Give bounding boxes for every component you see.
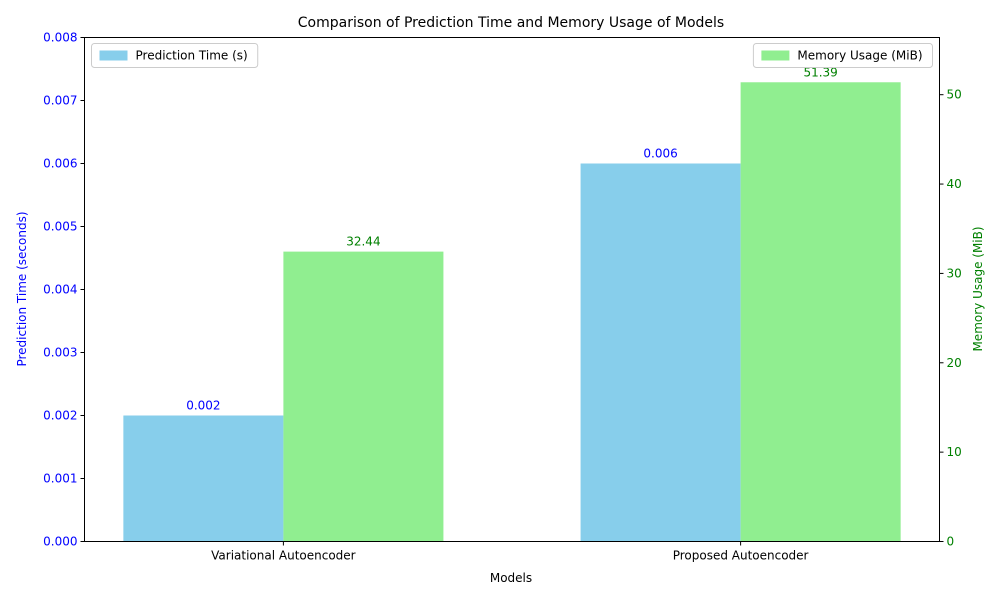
- x-axis: Variational Autoencoder Proposed Autoenco…: [211, 541, 809, 563]
- y-right-tick-label: 0: [947, 535, 955, 549]
- bar-prediction-time: [123, 415, 284, 542]
- y-left-tick-label: 0.002: [43, 409, 77, 423]
- y-left-tick-label: 0.003: [43, 346, 77, 360]
- bar-memory-usage: [740, 82, 901, 542]
- y-left-tick-label: 0.001: [43, 472, 77, 486]
- legend-prediction-time: Prediction Time (s): [91, 43, 259, 68]
- y-left-tick-label: 0.000: [43, 535, 77, 549]
- bar-prediction-time: [580, 163, 741, 542]
- legend-label: Prediction Time (s): [136, 49, 248, 63]
- legend-swatch: [99, 50, 128, 61]
- x-axis-title: Models: [490, 571, 532, 585]
- y-left-tick-label: 0.006: [43, 157, 77, 171]
- legend-memory-usage: Memory Usage (MiB): [752, 43, 933, 68]
- y-right-tick-label: 40: [947, 177, 962, 191]
- legend-label: Memory Usage (MiB): [797, 49, 922, 63]
- x-tick-label: Variational Autoencoder: [211, 549, 356, 563]
- legend-swatch: [761, 50, 790, 61]
- y-axis-right-title: Memory Usage (MiB): [971, 226, 985, 351]
- y-left-tick-label: 0.007: [43, 94, 77, 108]
- y-right-tick-label: 30: [947, 266, 962, 280]
- chart-title: Comparison of Prediction Time and Memory…: [298, 15, 724, 31]
- y-right-tick-label: 20: [947, 356, 962, 370]
- y-axis-left-title: Prediction Time (seconds): [15, 211, 29, 366]
- plot-area: 0.002 32.44 0.006 51.39: [123, 65, 901, 542]
- data-label: 0.002: [186, 399, 220, 413]
- data-label: 0.006: [643, 147, 677, 161]
- bar-memory-usage: [283, 251, 444, 542]
- y-left-tick-label: 0.004: [43, 283, 77, 297]
- data-label: 51.39: [803, 65, 837, 79]
- left-axis: 0.000 0.001 0.002 0.003 0.004 0.005 0.006 0.007…: [43, 31, 85, 549]
- y-right-tick-label: 50: [947, 88, 962, 102]
- right-axis: 0 10 20 30 40 50: [939, 88, 962, 549]
- x-tick-label: Proposed Autoencoder: [673, 549, 809, 563]
- y-left-tick-label: 0.005: [43, 220, 77, 234]
- y-left-tick-label: 0.008: [43, 31, 77, 45]
- data-label: 32.44: [346, 235, 380, 249]
- y-right-tick-label: 10: [947, 445, 962, 459]
- legend-frame: [752, 43, 933, 68]
- legend-frame: [91, 43, 259, 68]
